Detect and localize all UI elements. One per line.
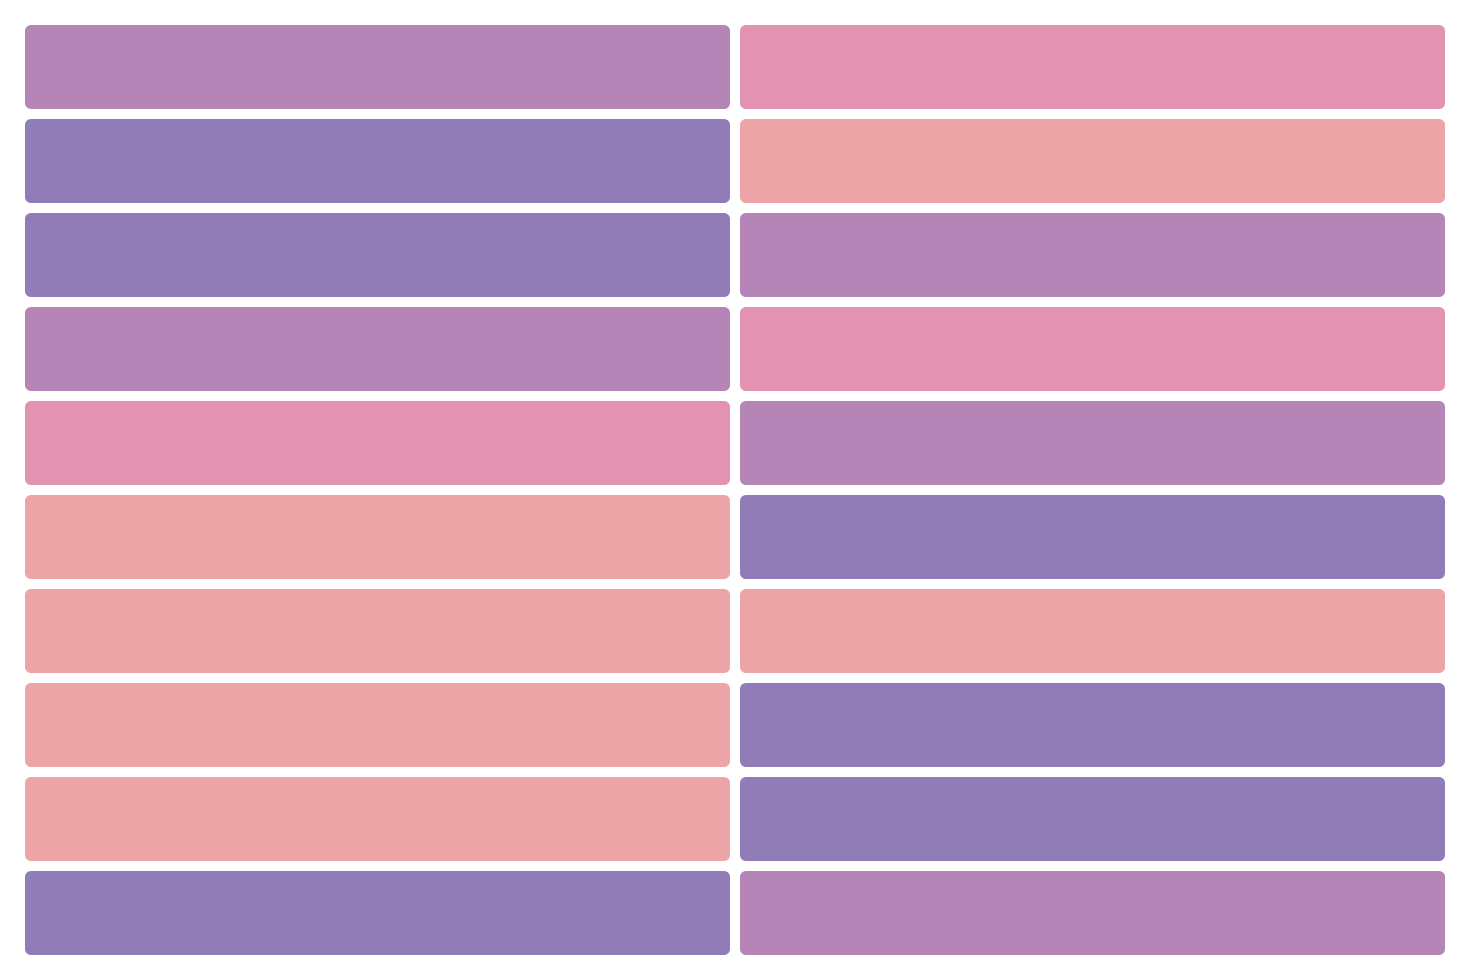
tile	[740, 777, 1445, 861]
tile	[25, 777, 730, 861]
tile	[740, 683, 1445, 767]
tile	[25, 119, 730, 203]
tile	[740, 589, 1445, 673]
tile	[740, 25, 1445, 109]
tile	[25, 683, 730, 767]
tile	[25, 401, 730, 485]
tile	[25, 307, 730, 391]
tile	[25, 495, 730, 579]
tile	[740, 307, 1445, 391]
tile	[740, 213, 1445, 297]
tile	[740, 401, 1445, 485]
tile	[740, 871, 1445, 955]
tile	[740, 495, 1445, 579]
tile	[25, 213, 730, 297]
tile	[25, 589, 730, 673]
tile	[25, 25, 730, 109]
tile	[740, 119, 1445, 203]
tile	[25, 871, 730, 955]
